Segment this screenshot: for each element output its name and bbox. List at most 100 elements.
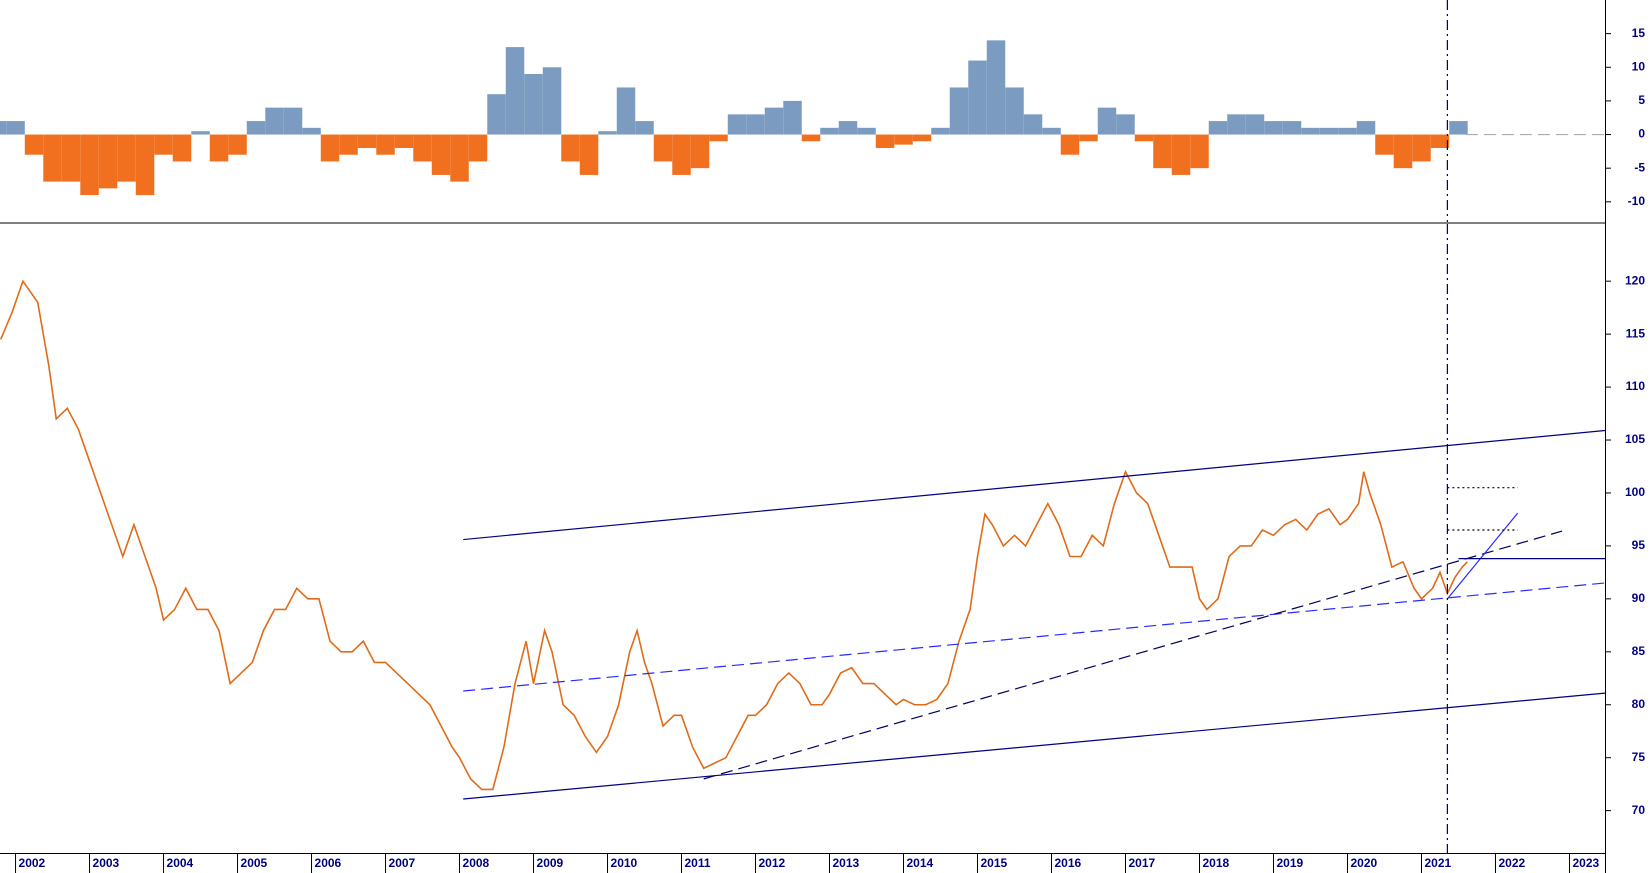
x-tick-label: 2016 [1055, 856, 1082, 870]
trend-line [463, 692, 1606, 800]
bar [431, 134, 451, 175]
bar [672, 134, 691, 175]
bar [820, 127, 839, 135]
bar [1134, 134, 1154, 142]
bar [413, 134, 432, 162]
bar [487, 94, 506, 135]
bar [1319, 127, 1339, 135]
bar [912, 134, 932, 142]
bar [265, 107, 284, 135]
bar [635, 121, 654, 135]
bar [6, 121, 25, 135]
bar [838, 121, 858, 135]
y-tick-label: 75 [1632, 750, 1646, 764]
x-tick-label: 2017 [1128, 856, 1155, 870]
bar [1190, 134, 1209, 169]
bar [357, 134, 377, 148]
bar [709, 134, 728, 142]
bar [135, 134, 155, 196]
x-tick-label: 2011 [685, 856, 711, 870]
bar [616, 87, 636, 135]
y-tick-label: 110 [1626, 379, 1646, 393]
bar [154, 134, 173, 155]
bar [1356, 121, 1376, 135]
bar [1116, 114, 1135, 135]
x-tick-label: 2008 [463, 856, 490, 870]
bar [172, 134, 192, 162]
y-tick-label: 100 [1625, 485, 1645, 499]
bar [98, 134, 118, 189]
bar [1449, 121, 1468, 135]
x-tick-label: 2021 [1424, 856, 1451, 870]
bar [783, 100, 802, 135]
bar [949, 87, 969, 135]
x-tick-label: 2015 [981, 856, 1008, 870]
bar [246, 121, 266, 135]
bar [394, 134, 414, 148]
bar [1264, 121, 1283, 135]
bar [746, 114, 765, 135]
bar [191, 131, 210, 135]
trend-line [703, 530, 1563, 780]
bar [857, 127, 876, 135]
y-tick-label: -5 [1634, 160, 1645, 174]
bar [283, 107, 303, 135]
bar [1227, 114, 1246, 135]
bar [1393, 134, 1413, 169]
bar [1375, 134, 1394, 155]
x-tick-label: 2013 [833, 856, 860, 870]
y-tick-label: 5 [1638, 93, 1645, 107]
bar [1079, 134, 1098, 142]
x-tick-label: 2004 [167, 856, 194, 870]
bar [561, 134, 580, 162]
x-tick-label: 2005 [241, 856, 268, 870]
trend-line [463, 429, 1606, 541]
trend-line [463, 582, 1606, 692]
x-tick-label: 2003 [93, 856, 120, 870]
x-tick-label: 2009 [537, 856, 564, 870]
bar [1097, 107, 1117, 135]
bar [579, 134, 599, 175]
bar [986, 40, 1006, 135]
bar [1245, 114, 1265, 135]
bar [1005, 87, 1024, 135]
bar [1171, 134, 1191, 175]
bar [1208, 121, 1228, 135]
bar [24, 134, 44, 155]
trend-line [1446, 512, 1519, 600]
x-tick-label: 2012 [759, 856, 786, 870]
bar [727, 114, 747, 135]
x-tick-label: 2023 [1572, 856, 1599, 870]
bar [61, 134, 81, 182]
y-tick-label: 95 [1632, 538, 1646, 552]
bar [542, 67, 562, 135]
x-tick-label: 2010 [611, 856, 638, 870]
x-tick-label: 2014 [907, 856, 934, 870]
y-tick-label: 10 [1632, 59, 1646, 73]
bar [339, 134, 358, 155]
bar [1282, 121, 1302, 135]
bar [43, 134, 62, 182]
y-tick-label: 105 [1625, 432, 1645, 446]
bar [228, 134, 247, 155]
x-tick-label: 2018 [1202, 856, 1229, 870]
y-tick-label: 90 [1632, 591, 1646, 605]
bar [1042, 127, 1061, 135]
bar [875, 134, 895, 148]
x-tick-label: 2007 [389, 856, 416, 870]
bar [0, 121, 7, 135]
bar [653, 134, 673, 162]
y-tick-label: 0 [1638, 127, 1645, 141]
bar [320, 134, 340, 162]
bar [801, 134, 821, 142]
x-tick-label: 2006 [315, 856, 342, 870]
bar [690, 134, 710, 169]
bar [931, 127, 950, 135]
x-tick-label: 2020 [1350, 856, 1377, 870]
x-tick-label: 2002 [19, 856, 46, 870]
bar [468, 134, 488, 162]
bar [117, 134, 136, 182]
bar [1301, 127, 1320, 135]
y-tick-label: 120 [1625, 273, 1645, 287]
